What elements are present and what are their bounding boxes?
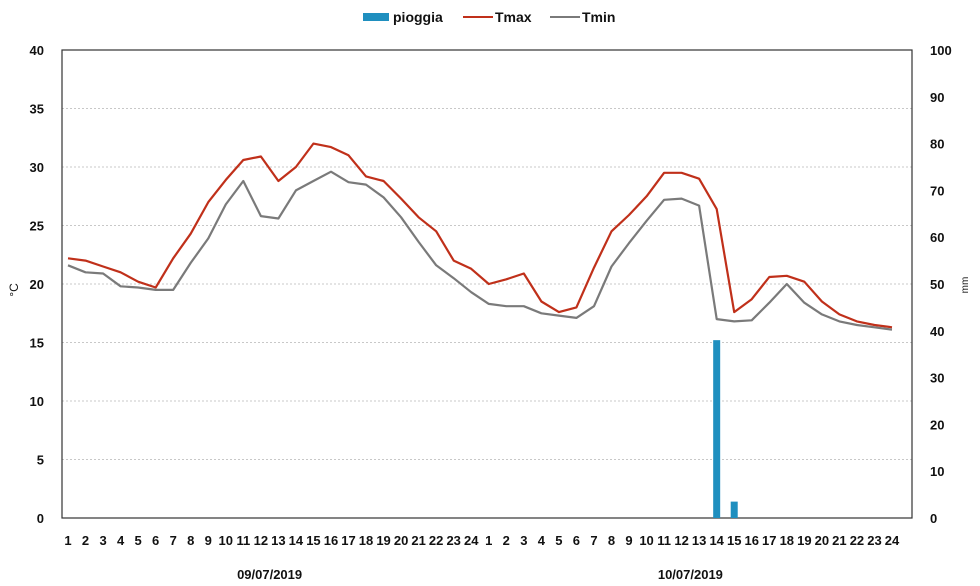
right-tick-label: 90 (930, 90, 944, 105)
x-tick-label: 16 (324, 533, 338, 548)
right-tick-label: 30 (930, 371, 944, 386)
left-tick-label: 10 (30, 394, 44, 409)
left-tick-label: 35 (30, 102, 44, 117)
x-tick-label: 13 (692, 533, 706, 548)
temperature-lines (67, 142, 893, 331)
x-tick-label: 8 (608, 533, 615, 548)
date-label: 09/07/2019 (237, 567, 302, 582)
plot-area-frame (61, 49, 913, 519)
x-tick-label: 17 (341, 533, 355, 548)
right-axis-ticks: 0 10 20 30 40 50 60 70 80 90 100 (930, 43, 952, 526)
date-labels: 09/07/2019 10/07/2019 (237, 567, 723, 582)
x-tick-label: 10 (219, 533, 233, 548)
legend-label: pioggia (393, 9, 443, 25)
x-axis-ticks: 1 2 3 4 5 6 7 8 9 10 11 12 13 14 15 16 17 18 19 20 21 22 23 24 1… (64, 533, 900, 548)
x-tick-label: 10 (639, 533, 653, 548)
right-tick-label: 20 (930, 417, 944, 432)
x-tick-label: 24 (885, 533, 900, 548)
x-tick-label: 8 (187, 533, 194, 548)
right-tick-label: 40 (930, 324, 944, 339)
x-tick-label: 6 (573, 533, 580, 548)
x-tick-label: 7 (590, 533, 597, 548)
gridlines (62, 108, 912, 460)
rain-bar (713, 340, 721, 518)
x-tick-label: 23 (446, 533, 460, 548)
x-tick-label: 22 (429, 533, 443, 548)
x-tick-label: 21 (411, 533, 425, 548)
right-tick-label: 50 (930, 277, 944, 292)
right-tick-label: 100 (930, 43, 952, 58)
x-tick-label: 14 (289, 533, 304, 548)
x-tick-label: 2 (82, 533, 89, 548)
x-tick-label: 2 (503, 533, 510, 548)
x-tick-label: 11 (236, 533, 250, 548)
x-tick-label: 19 (376, 533, 390, 548)
x-tick-label: 4 (117, 533, 125, 548)
right-axis-title: mm (960, 277, 971, 294)
x-tick-label: 9 (625, 533, 632, 548)
x-tick-label: 5 (555, 533, 562, 548)
x-tick-label: 3 (520, 533, 527, 548)
x-tick-label: 6 (152, 533, 159, 548)
x-tick-label: 20 (815, 533, 829, 548)
x-tick-label: 5 (135, 533, 142, 548)
x-tick-label: 18 (359, 533, 373, 548)
x-tick-label: 7 (170, 533, 177, 548)
left-tick-label: 5 (37, 453, 44, 468)
series-line-tmax (67, 142, 893, 329)
x-tick-label: 19 (797, 533, 811, 548)
x-tick-label: 13 (271, 533, 285, 548)
x-tick-label: 22 (850, 533, 864, 548)
x-tick-label: 21 (832, 533, 846, 548)
x-tick-label: 12 (674, 533, 688, 548)
right-tick-label: 10 (930, 464, 944, 479)
date-label: 10/07/2019 (658, 567, 723, 582)
rain-bars (713, 340, 738, 518)
x-tick-label: 15 (306, 533, 320, 548)
x-tick-label: 24 (464, 533, 479, 548)
left-axis-ticks: 0 5 10 15 20 25 30 35 40 (30, 43, 44, 526)
legend-label: Tmax (495, 9, 532, 25)
x-tick-label: 1 (64, 533, 71, 548)
x-tick-label: 23 (867, 533, 881, 548)
x-tick-label: 17 (762, 533, 776, 548)
x-tick-label: 12 (254, 533, 268, 548)
left-tick-label: 40 (30, 43, 44, 58)
x-tick-label: 1 (485, 533, 492, 548)
right-tick-label: 70 (930, 183, 944, 198)
left-axis-title: °C (7, 283, 21, 297)
right-tick-label: 80 (930, 137, 944, 152)
right-tick-label: 0 (930, 511, 937, 526)
x-tick-label: 16 (745, 533, 759, 548)
x-tick-label: 14 (709, 533, 724, 548)
x-tick-label: 18 (780, 533, 794, 548)
legend-swatch-bar (363, 13, 389, 21)
legend: pioggia Tmax Tmin (363, 9, 615, 25)
x-tick-label: 4 (538, 533, 546, 548)
x-tick-label: 11 (657, 533, 671, 548)
x-tick-label: 9 (205, 533, 212, 548)
left-tick-label: 30 (30, 160, 44, 175)
rain-bar (730, 501, 738, 518)
x-tick-label: 3 (99, 533, 106, 548)
left-tick-label: 15 (30, 336, 44, 351)
x-tick-label: 20 (394, 533, 408, 548)
left-tick-label: 20 (30, 277, 44, 292)
right-tick-label: 60 (930, 230, 944, 245)
left-tick-label: 25 (30, 219, 44, 234)
legend-label: Tmin (582, 9, 615, 25)
x-tick-label: 15 (727, 533, 741, 548)
series-line-tmin (67, 170, 893, 331)
left-tick-label: 0 (37, 511, 44, 526)
